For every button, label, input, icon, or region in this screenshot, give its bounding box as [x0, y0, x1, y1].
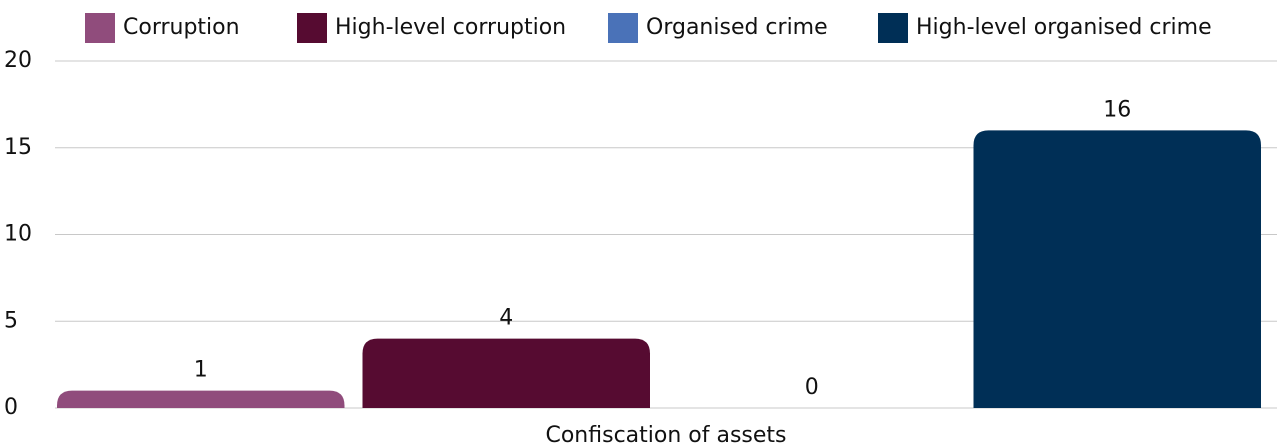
- legend-label: High-level corruption: [335, 15, 566, 40]
- bar: [973, 130, 1261, 408]
- bar: [57, 390, 345, 408]
- legend-label: Organised crime: [646, 15, 828, 40]
- value-label: 0: [805, 375, 819, 400]
- bar: [362, 338, 650, 408]
- legend-swatch: [608, 13, 638, 43]
- x-tick-label: Confiscation of assets: [545, 423, 786, 448]
- legend-swatch: [878, 13, 908, 43]
- y-tick-label: 20: [4, 48, 32, 73]
- legend-label: Corruption: [123, 15, 240, 40]
- value-label: 16: [1103, 97, 1131, 122]
- legend-swatch: [85, 13, 115, 43]
- legend-label: High-level organised crime: [916, 15, 1212, 40]
- y-tick-label: 10: [4, 222, 32, 247]
- value-label: 4: [499, 306, 513, 331]
- legend-swatch: [297, 13, 327, 43]
- value-label: 1: [194, 358, 208, 383]
- y-tick-label: 5: [4, 308, 18, 333]
- y-tick-label: 15: [4, 135, 32, 160]
- y-tick-label: 0: [4, 395, 18, 420]
